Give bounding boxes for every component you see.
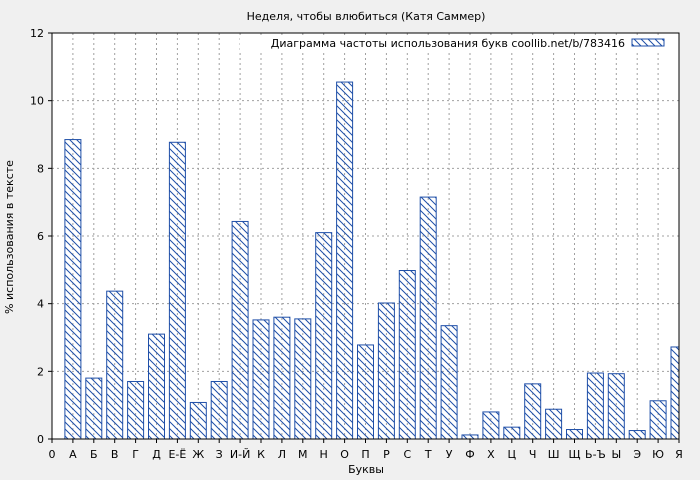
x-tick-label: Н [320,448,328,461]
bar-Э [628,430,646,440]
bar-Щ [566,429,583,440]
x-tick-label: Ц [508,448,517,461]
x-tick-label: Ш [548,448,560,461]
bar-Н [315,232,333,440]
bar-У [440,325,458,440]
y-tick-label: 6 [37,230,44,243]
x-tick-label: С [403,448,411,461]
bar-И-Й [231,220,249,440]
x-tick-label: Я [675,448,683,461]
bar-С [398,270,416,440]
y-tick-label: 0 [37,433,44,446]
x-tick-label: Э [633,448,641,461]
legend-background [240,36,674,51]
bars [64,81,680,440]
x-tick-label: М [298,448,308,461]
bar-Л [273,316,291,440]
bar-Я [670,346,680,440]
y-axis-ticks: 0 2 4 6 8 10 12 [30,27,52,446]
x-tick-label: Ж [192,448,204,461]
chart-title: Неделя, чтобы влюбиться (Катя Саммер) [247,10,486,23]
x-tick-label: Е-Ё [168,448,186,461]
bar-З [210,380,228,440]
y-tick-label: 2 [37,365,44,378]
x-tick-label: Щ [568,448,580,461]
bar-Т [419,196,437,440]
x-tick-label: К [257,448,265,461]
x-tick-label: Ч [529,448,537,461]
bar-В [106,290,124,440]
x-tick-label: 0 [49,448,56,461]
bar-Ф [461,434,479,440]
y-tick-label: 8 [37,162,44,175]
x-tick-label: А [69,448,77,461]
x-tick-label: Р [383,448,390,461]
bar-Ь-Ъ [586,372,604,440]
bar-К [252,319,270,440]
bar-Ы [607,373,625,440]
x-tick-label: Ю [652,448,664,461]
x-tick-label: Ь-Ъ [585,448,606,461]
x-tick-label: О [340,448,349,461]
bar-Ю [649,400,667,440]
bar-Б [85,377,103,440]
legend: Диаграмма частоты использования букв coo… [240,36,674,51]
bar-А [64,139,82,440]
x-tick-label: Б [90,448,98,461]
bar-Д [148,333,165,440]
bar-Ж [189,401,207,440]
x-tick-label: З [216,448,223,461]
x-tick-label: Ф [465,448,474,461]
bar-Ц [503,426,521,440]
bar-П [357,344,374,440]
x-tick-label: Г [132,448,139,461]
x-tick-label: У [446,448,453,461]
bar-Е-Ё [168,141,186,440]
x-axis-ticks: 0 А Б В Г Д Е-Ё Ж З И-Й К Л М Н О П Р С Т У Ф Х Ц Ч Ш Щ Ь-Ъ Ы Э Ю Я [49,439,683,461]
x-tick-label: Т [424,448,432,461]
y-tick-label: 4 [37,298,44,311]
x-tick-label: Х [487,448,495,461]
bar-Р [377,302,395,440]
x-tick-label: Д [152,448,161,461]
x-tick-label: Ы [611,448,621,461]
y-tick-label: 10 [30,95,44,108]
bar-Ч [524,383,542,440]
y-axis-label: % использования в тексте [3,160,16,314]
legend-label: Диаграмма частоты использования букв coo… [271,37,625,50]
bar-Х [482,411,500,440]
y-tick-label: 12 [30,27,44,40]
bar-Г [127,380,145,440]
x-tick-label: Л [278,448,286,461]
x-tick-label: В [111,448,119,461]
bar-О [336,81,354,440]
legend-swatch [631,38,665,47]
x-tick-label: П [361,448,369,461]
bar-Ш [545,408,563,440]
bar-М [294,318,312,440]
x-tick-label: И-Й [230,448,250,461]
x-axis-label: Буквы [348,463,384,476]
